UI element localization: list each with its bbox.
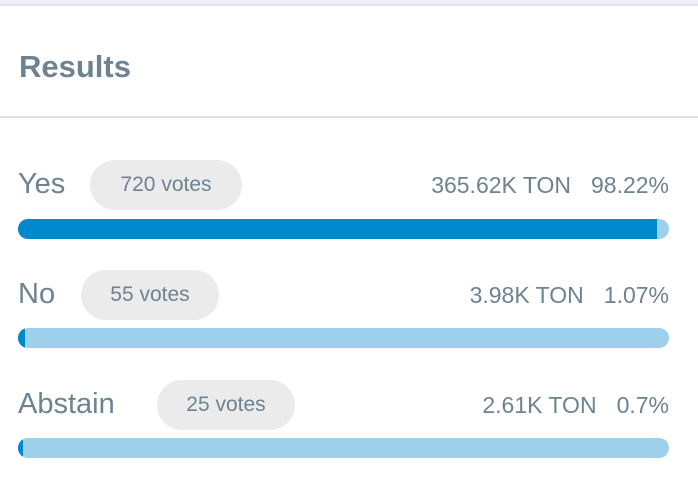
percent-value: 1.07% — [603, 282, 669, 308]
option-label: No — [18, 278, 56, 310]
progress-bar — [18, 438, 669, 458]
votes-badge: 720 votes — [90, 160, 242, 210]
ton-amount: 365.62K TON — [431, 172, 571, 198]
ton-amount: 2.61K TON — [482, 392, 597, 418]
percent-value: 0.7% — [616, 392, 669, 418]
votes-badge: 55 votes — [81, 270, 219, 320]
results-header: Results — [0, 6, 698, 118]
top-divider — [0, 0, 698, 6]
progress-bar — [18, 328, 669, 348]
option-stats: 2.61K TON 0.7% — [482, 392, 669, 419]
progress-fill — [18, 328, 25, 348]
progress-bar — [18, 219, 669, 239]
percent-value: 98.22% — [590, 172, 669, 198]
option-label: Abstain — [18, 388, 115, 420]
progress-fill — [18, 219, 658, 239]
progress-fill — [18, 438, 23, 458]
votes-badge: 25 votes — [157, 380, 295, 430]
option-stats: 365.62K TON 98.22% — [431, 172, 669, 199]
option-label: Yes — [18, 168, 66, 200]
option-stats: 3.98K TON 1.07% — [470, 282, 669, 309]
page-title: Results — [19, 49, 131, 84]
ton-amount: 3.98K TON — [469, 282, 584, 308]
